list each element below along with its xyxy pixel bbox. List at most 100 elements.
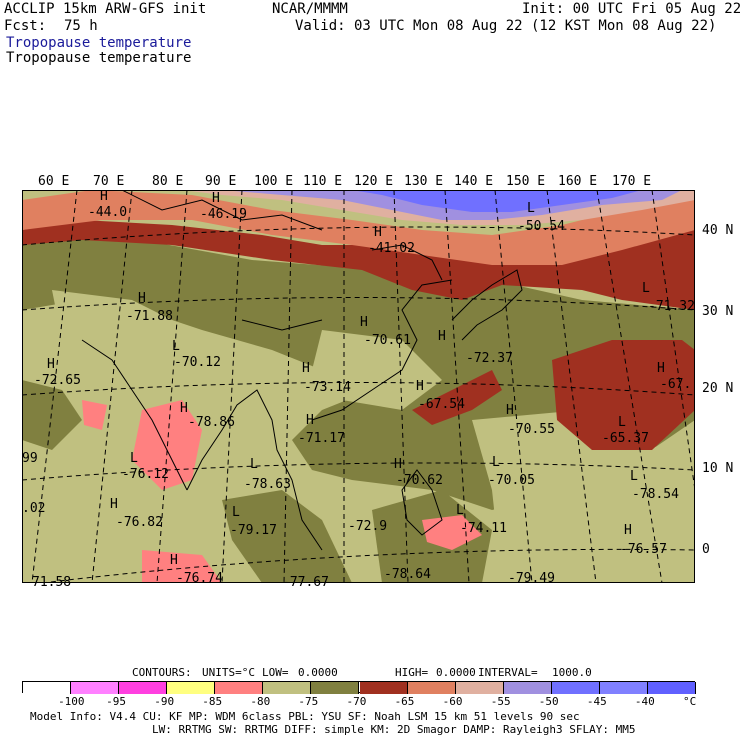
high-marker: H: [47, 357, 55, 372]
physics-info-line: LW: RRTMG SW: RRTMG DIFF: simple KM: 2D …: [152, 723, 636, 736]
value-label: -79.49: [508, 571, 555, 586]
value-label: -72.37: [466, 351, 513, 366]
low-marker: L: [172, 339, 180, 354]
high-marker: H: [100, 189, 108, 204]
value-label: -50.54: [518, 219, 565, 234]
lon-label-130e: 130 E: [404, 174, 444, 189]
colorbar-swatch: [71, 682, 120, 694]
fill-band-65-70-ryukyu: [412, 370, 502, 425]
value-label: -79.17: [230, 523, 277, 538]
colorbar-tick-label: -90: [154, 695, 175, 708]
value-label: -74.11: [460, 521, 507, 536]
high-marker: H: [394, 457, 402, 472]
colorbar-tick-label: -40: [634, 695, 655, 708]
high-marker: H: [506, 403, 514, 418]
colorbar-swatch: [407, 682, 456, 694]
lon-label-80e: 80 E: [152, 174, 184, 189]
value-label: -78.54: [632, 487, 679, 502]
interval-value: 1000.0: [552, 666, 592, 679]
colorbar-swatch: [311, 682, 360, 694]
lat-label-30n: 30 N: [702, 304, 734, 319]
fill-band-65-70-north: [22, 210, 695, 310]
lon-label-150e: 150 E: [506, 174, 546, 189]
low-marker: L: [527, 201, 535, 216]
value-label: -76.82: [116, 515, 163, 530]
value-label: -67.: [660, 377, 692, 392]
colorbar-swatch: [599, 682, 648, 694]
value-label: -44.0: [88, 205, 128, 220]
lon-label-100e: 100 E: [254, 174, 294, 189]
fill-band-70-75-west: [22, 380, 82, 450]
coastlines: [81, 190, 523, 551]
value-label: .02: [22, 501, 46, 516]
value-label: -77.67: [282, 575, 329, 590]
value-label: -70.55: [508, 422, 555, 437]
value-label: -70.12: [174, 355, 221, 370]
high-marker: H: [306, 413, 314, 428]
value-label: -67.54: [418, 397, 465, 412]
lon-label-120e: 120 E: [354, 174, 394, 189]
fill-band-80-85-arabia: [82, 400, 107, 430]
fill-band-65-70-pacific: [552, 340, 695, 450]
map-border: [22, 190, 695, 583]
lon-label-140e: 140 E: [454, 174, 494, 189]
colorbar-swatch: [359, 682, 408, 694]
high-marker: H: [302, 361, 310, 376]
colorbar-swatch: [167, 682, 216, 694]
colorbar-tick-label: -65: [394, 695, 415, 708]
map-canvas: [22, 190, 695, 583]
value-label: -70.61: [364, 333, 411, 348]
contours-label: CONTOURS:: [132, 666, 192, 679]
colorbar-tick-label: -100: [58, 695, 85, 708]
fill-band-80-85-india: [132, 400, 202, 490]
colorbar-tick-label: -45: [586, 695, 607, 708]
value-label: -76.74: [176, 571, 223, 586]
colorbar-swatch: [503, 682, 552, 694]
value-label: -46.19: [200, 207, 247, 222]
colorbar-tick-label: -80: [250, 695, 271, 708]
value-label: 99: [22, 451, 38, 466]
low-label: LOW=: [262, 666, 289, 679]
model-title: ACCLIP 15km ARW-GFS init: [4, 1, 207, 17]
colorbar-swatch: [263, 682, 312, 694]
low-value: 0.0000: [298, 666, 338, 679]
lat-label-40n: 40 N: [702, 223, 734, 238]
center-name: NCAR/MMMM: [272, 1, 348, 17]
fill-band-45-50: [352, 190, 642, 212]
field-title-primary: Tropopause temperature: [6, 35, 192, 51]
value-label: -72.9: [348, 519, 388, 534]
value-label: -41.02: [368, 241, 415, 256]
units-label: UNITS=°C: [202, 666, 255, 679]
valid-time: Valid: 03 UTC Mon 08 Aug 22 (12 KST Mon …: [295, 18, 717, 34]
value-label: -71.88: [126, 309, 173, 324]
fill-band-70-75-south: [222, 490, 352, 583]
low-marker: L: [642, 281, 650, 296]
init-time: Init: 00 UTC Fri 05 Aug 22: [522, 1, 740, 17]
colorbar-swatch: [119, 682, 168, 694]
low-marker: L: [250, 457, 258, 472]
high-label: HIGH=: [395, 666, 429, 679]
lon-label-90e: 90 E: [205, 174, 237, 189]
high-marker: H: [657, 361, 665, 376]
value-label: -76.57: [620, 542, 667, 557]
high-marker: H: [212, 191, 220, 206]
fill-band-75-80-interior: [52, 290, 292, 400]
value-label: -78.86: [188, 415, 235, 430]
high-marker: H: [374, 225, 382, 240]
colorbar-tick-label: -50: [538, 695, 559, 708]
colorbar-tick-label: -85: [202, 695, 223, 708]
lat-label-10n: 10 N: [702, 461, 734, 476]
colorbar-swatch: [455, 682, 504, 694]
colorbar-swatch: [647, 682, 696, 694]
low-marker: L: [232, 505, 240, 520]
colorbar-tick-label: -70: [346, 695, 367, 708]
value-label: -78.63: [244, 477, 291, 492]
high-marker: H: [180, 401, 188, 416]
value-label: -70.62: [396, 473, 443, 488]
low-marker: L: [618, 415, 626, 430]
interval-label: INTERVAL=: [478, 666, 538, 679]
colorbar-tick-label: -75: [298, 695, 319, 708]
low-marker: L: [130, 451, 138, 466]
field-title-secondary: Tropopause temperature: [6, 50, 192, 66]
low-marker: L: [492, 455, 500, 470]
